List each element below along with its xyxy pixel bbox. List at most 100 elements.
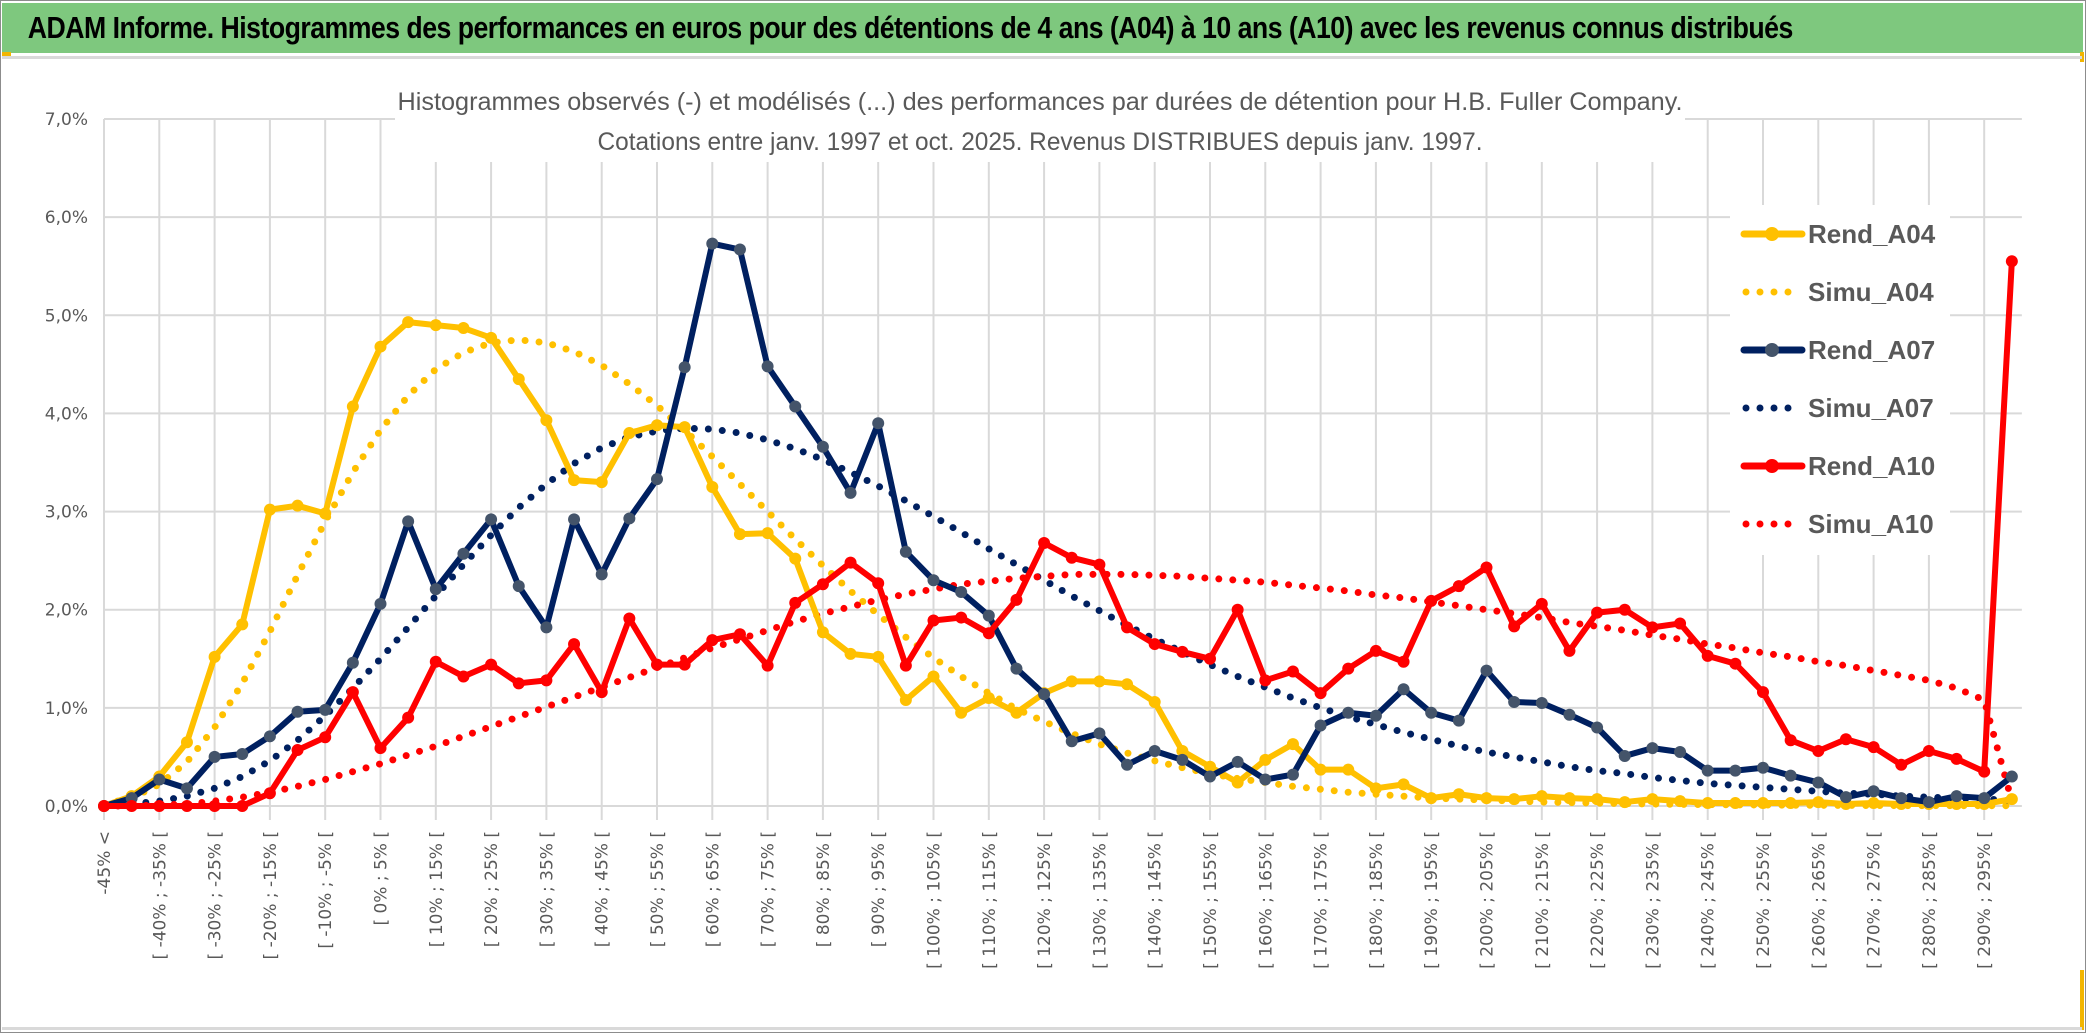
- accent-mark-left: [2, 52, 11, 56]
- x-tick-label: [ 290% ; 295% [: [1975, 831, 1995, 969]
- x-tick-label: [ 190% ; 195% [: [1422, 831, 1442, 969]
- data-point: [1259, 753, 1272, 766]
- data-point: [1812, 796, 1825, 809]
- data-point: [927, 614, 940, 627]
- legend-item: Rend_A10: [1740, 451, 1935, 481]
- data-point: [1342, 662, 1355, 675]
- legend-label: Simu_A10: [1808, 509, 1934, 539]
- data-point: [1535, 790, 1548, 803]
- data-point: [1701, 764, 1714, 777]
- legend-marker: [1765, 227, 1779, 241]
- data-point: [872, 577, 885, 590]
- data-point: [512, 373, 525, 386]
- x-tick-label: -45% <: [95, 831, 115, 895]
- data-point: [512, 677, 525, 690]
- data-point: [1646, 742, 1659, 755]
- data-point: [457, 547, 470, 560]
- x-tick-label: [ 60% ; 65% [: [703, 831, 723, 947]
- data-point: [1757, 761, 1769, 774]
- x-tick-label: [ 110% ; 115% [: [980, 831, 1000, 969]
- data-point: [1867, 741, 1880, 754]
- data-point: [1314, 763, 1327, 776]
- x-tick-label: [ 260% ; 265% [: [1809, 831, 1829, 969]
- data-point: [595, 476, 608, 489]
- data-point: [429, 583, 442, 596]
- data-point: [1065, 675, 1078, 688]
- legend-marker: [1765, 343, 1779, 357]
- data-point: [402, 515, 415, 528]
- data-point: [844, 556, 857, 569]
- x-tick-label: [ 150% ; 155% [: [1201, 831, 1221, 969]
- data-point: [623, 512, 636, 525]
- data-point: [457, 322, 470, 335]
- data-point: [374, 340, 387, 353]
- data-point: [1342, 706, 1355, 719]
- data-point: [319, 507, 332, 520]
- x-tick-label: [ 180% ; 185% [: [1367, 831, 1387, 969]
- data-point: [1646, 793, 1659, 806]
- data-point: [1204, 652, 1216, 665]
- data-point: [1784, 734, 1797, 747]
- series-simu-a04: [100, 336, 2016, 810]
- data-point: [1895, 792, 1908, 805]
- data-point: [1286, 768, 1299, 781]
- data-point: [1895, 758, 1908, 771]
- data-point: [1978, 765, 1991, 778]
- data-point: [1452, 580, 1465, 593]
- data-point: [1038, 688, 1051, 701]
- x-tick-label: [ 10% ; 15% [: [427, 831, 447, 947]
- data-point: [651, 658, 663, 671]
- data-point: [1563, 708, 1576, 721]
- x-tick-label: [ 30% ; 35% [: [537, 831, 557, 947]
- data-point: [568, 638, 581, 651]
- data-point: [1204, 770, 1216, 783]
- data-point: [485, 658, 498, 671]
- data-point: [1480, 664, 1493, 677]
- series-simu-a07: [100, 424, 2016, 810]
- data-point: [291, 499, 304, 512]
- x-tick-label: [ 90% ; 95% [: [869, 831, 889, 947]
- data-point: [623, 427, 636, 440]
- data-point: [1591, 606, 1604, 619]
- series-layer: [98, 237, 2018, 812]
- series-rend-a07: [98, 237, 2018, 812]
- data-point: [1397, 655, 1410, 668]
- data-point: [1176, 753, 1189, 766]
- data-point: [1369, 644, 1382, 657]
- x-tick-label: [ 130% ; 135% [: [1090, 831, 1110, 969]
- y-axis-ticks: 0,0% 1,0% 2,0% 3,0% 4,0% 5,0% 6,0% 7,0%: [45, 110, 88, 817]
- data-point: [816, 578, 829, 591]
- x-tick-label: [ -10% ; -5% [: [316, 831, 336, 949]
- data-point: [1563, 644, 1576, 657]
- chart-title-background: [395, 82, 1685, 162]
- legend-marker: [1765, 459, 1779, 473]
- data-point: [540, 621, 553, 634]
- x-tick-label: [ 100% ; 105% [: [925, 831, 945, 969]
- data-point: [1286, 738, 1299, 751]
- chart-title: Histogrammes observés (-) et modélisés (…: [398, 88, 1683, 116]
- x-tick-label: [ 240% ; 245% [: [1699, 831, 1719, 969]
- data-point: [1729, 657, 1742, 670]
- data-point: [872, 417, 885, 430]
- x-axis-ticks: -45% < [ -40% ; -35% [[ -30% ; -25% [[ -2…: [95, 831, 1995, 969]
- accent-mark-right: [2080, 52, 2084, 62]
- data-point: [429, 319, 442, 332]
- data-point: [955, 586, 968, 599]
- data-point: [1397, 778, 1410, 791]
- data-point: [263, 787, 276, 800]
- data-point: [208, 750, 221, 763]
- data-point: [208, 800, 221, 812]
- data-point: [180, 736, 193, 749]
- data-point: [1314, 687, 1327, 700]
- series-line: [100, 424, 2016, 810]
- data-point: [623, 612, 636, 625]
- data-point: [955, 706, 968, 719]
- data-point: [761, 527, 774, 540]
- data-point: [761, 360, 774, 373]
- data-point: [153, 800, 166, 812]
- data-point: [1591, 721, 1604, 734]
- data-point: [1204, 760, 1216, 773]
- accent-mark-bottom-right: [2080, 970, 2084, 1030]
- data-point: [1038, 536, 1051, 549]
- x-tick-label: [ 0% ; 5% [: [372, 831, 392, 926]
